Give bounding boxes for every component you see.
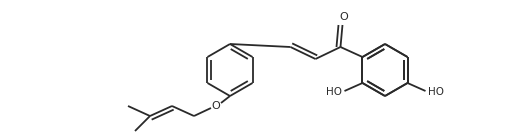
Text: O: O [339, 12, 348, 22]
Text: HO: HO [327, 87, 343, 97]
Text: HO: HO [427, 87, 444, 97]
Text: O: O [211, 101, 221, 111]
